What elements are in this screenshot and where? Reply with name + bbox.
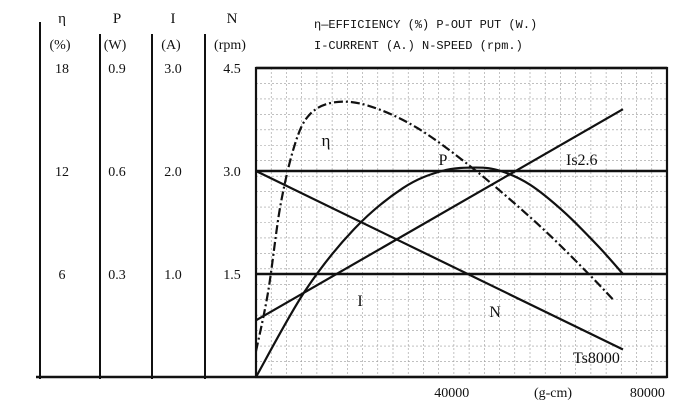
annotation-Ts8000: Ts8000 (573, 350, 620, 367)
annotation-P: P (439, 152, 448, 169)
axis-1-tick-0.3: 0.3 (108, 268, 126, 283)
axis-0-tick-6: 6 (59, 268, 66, 283)
series-curve-I (255, 108, 624, 322)
series-curve-P (255, 166, 624, 378)
axis-2-tick-2.0: 2.0 (164, 165, 182, 180)
plot-frame (36, 66, 669, 379)
axis-1-tick-0.9: 0.9 (108, 62, 126, 77)
curves (254, 100, 624, 378)
x-tick-label-40000: 40000 (434, 386, 469, 401)
axis-symbol-3: N (227, 11, 238, 27)
legend-line-2: I-CURRENT (A.) N-SPEED (rpm.) (314, 39, 523, 53)
annotation-N: N (489, 304, 501, 321)
axis-1-tick-0.6: 0.6 (108, 165, 126, 180)
labels: 40000 (g-cm) 80000 η—EFFICIENCY (%) P-OUT P… (314, 18, 665, 401)
x-tick-label-80000: 80000 (630, 386, 665, 401)
axis-2-tick-1.0: 1.0 (164, 268, 182, 283)
axis-0-tick-12: 12 (55, 165, 69, 180)
axis-3-tick-3.0: 3.0 (223, 165, 241, 180)
axis-unit-0: (%) (50, 38, 71, 53)
annotation-η: η (322, 131, 331, 150)
axis-symbol-1: P (113, 11, 121, 27)
axis-2-tick-3.0: 3.0 (164, 62, 182, 77)
axis-0-tick-18: 18 (55, 62, 69, 77)
axis-symbol-0: η (58, 11, 66, 27)
legend-line-1: η—EFFICIENCY (%) P-OUT PUT (W.) (314, 18, 537, 32)
annotation-Is2.6: Is2.6 (566, 152, 598, 169)
annotation-I: I (357, 293, 362, 310)
series-curve-η (254, 100, 614, 352)
axis-unit-2: (A) (161, 38, 181, 53)
x-axis-unit-label: (g-cm) (534, 386, 572, 401)
axis-3-tick-4.5: 4.5 (223, 62, 241, 77)
series-curve-N (255, 170, 624, 351)
axis-symbol-2: I (171, 11, 176, 27)
plot-grid (256, 68, 667, 377)
axis-3-tick-1.5: 1.5 (223, 268, 241, 283)
axis-unit-3: (rpm) (214, 38, 246, 53)
axis-unit-1: (W) (104, 38, 127, 53)
left-axis-scales: η (%) 18 12 6 P (W) 0.9 0.6 0.3 I (A) 3.0 2.0 1.0 N (rpm… (39, 11, 246, 379)
